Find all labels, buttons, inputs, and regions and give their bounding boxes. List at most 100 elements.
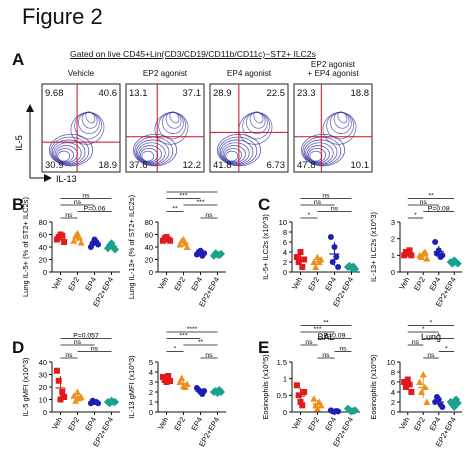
data-point (401, 252, 408, 259)
y-tick-label: 4 (149, 368, 153, 377)
data-point (176, 241, 184, 248)
flow-quadrant-value: 6.73 (267, 160, 286, 171)
panel-d-letter: D (12, 338, 25, 357)
significance-label: ns (74, 199, 82, 206)
significance-label: P=0.057 (73, 332, 99, 339)
flow-contour (309, 150, 323, 162)
x-tick-label: EP4 (189, 276, 204, 293)
x-tick-label: EP4 (428, 276, 443, 293)
significance-label: * (445, 345, 448, 352)
y-tick-label: 0 (283, 268, 287, 277)
flow-contour (219, 139, 254, 165)
data-point (217, 249, 226, 258)
data-point (408, 252, 415, 259)
data-point (295, 259, 302, 265)
flow-plot-title-line: EP2 agonist (142, 69, 188, 78)
data-point (417, 253, 425, 260)
y-axis-label: IL-5 gMFI (x10^3) (21, 357, 30, 416)
data-point (317, 256, 325, 263)
chart-title: BAL (317, 332, 334, 342)
flow-quadrant-value: 47.8 (297, 160, 316, 171)
data-point (57, 396, 64, 403)
flow-contour (218, 136, 258, 166)
data-point (417, 388, 425, 395)
flow-plot-title-line: Vehicle (67, 69, 95, 78)
significance-label: * (437, 332, 440, 339)
x-tick-label: EP2 (412, 416, 427, 433)
flow-plot-title: EP4 agonist (204, 69, 294, 78)
y-tick-label: 20 (39, 383, 47, 392)
x-tick-label: EP2 (412, 276, 427, 293)
y-tick-label: 60 (39, 230, 47, 239)
significance-label: ns (82, 192, 90, 199)
y-tick-label: 10 (279, 218, 287, 227)
y-tick-label: 0 (43, 268, 47, 277)
flow-contour (141, 150, 155, 162)
y-tick-label: 1.5 (277, 358, 287, 367)
significance-label: **** (187, 190, 198, 193)
data-point (183, 243, 191, 250)
data-point (299, 264, 306, 270)
data-point (351, 265, 360, 273)
dot-plot-chart: 0 0.5 1 1.5 Eosinophils (x10^5) BAL Veh EP2 EP4 E… (261, 319, 360, 448)
significance-label: * (174, 345, 177, 352)
flow-quadrant-value: 30.9 (45, 160, 64, 171)
y-tick-label: 0.5 (277, 391, 287, 400)
panel-b-letter: B (12, 195, 25, 214)
data-point (95, 400, 102, 407)
flow-plot-title-line: EP2 agonist (310, 60, 356, 69)
y-axis-label: IL-13 gMFI (x10^3) (127, 355, 136, 419)
flow-quadrant-value: 18.9 (99, 160, 118, 171)
flow-plot-title: Vehicle (36, 69, 126, 78)
y-tick-label: 4 (391, 388, 395, 397)
data-point (55, 377, 62, 384)
flow-quadrant-value: 28.9 (213, 88, 232, 99)
data-point (453, 399, 462, 407)
data-point (408, 389, 415, 395)
significance-label: ns (322, 192, 330, 199)
y-tick-label: 40 (39, 243, 47, 252)
flow-contour (50, 136, 90, 166)
data-point (423, 255, 431, 262)
data-point (74, 229, 81, 237)
data-point (453, 259, 462, 268)
significance-label: ** (323, 319, 329, 326)
y-tick-label: 2 (391, 398, 395, 407)
y-axis-label: IL-13+ ILC2s (x10^3) (369, 211, 378, 282)
flow-contour (224, 147, 243, 163)
y-tick-label: 8 (283, 228, 287, 237)
y-tick-label: 6 (283, 238, 287, 247)
significance-label: ns (331, 205, 339, 212)
flow-contour (225, 150, 239, 162)
y-tick-label: 2 (283, 258, 287, 267)
significance-label: ns (427, 352, 435, 359)
data-point (416, 378, 424, 385)
data-point (301, 256, 308, 263)
flow-plot-title-line: + EP4 agonist (307, 69, 359, 78)
dot-plot-chart: 0 20 40 60 80 Lung IL-5+ (% of ST2+ ILC2s) Veh… (21, 192, 120, 308)
data-point (329, 259, 336, 265)
flow-x-axis-label: IL-13 (56, 174, 77, 184)
y-tick-label: 3 (149, 378, 153, 387)
flow-contour (308, 147, 327, 163)
data-point (333, 254, 340, 260)
flow-contour (51, 139, 86, 165)
data-point (327, 234, 334, 240)
data-point (295, 392, 302, 399)
significance-label: * (414, 212, 417, 219)
data-point (59, 232, 66, 239)
flow-contour (222, 145, 246, 164)
data-point (95, 241, 102, 248)
significance-label: *** (180, 332, 188, 339)
data-point (70, 237, 78, 244)
significance-label: ns (420, 199, 428, 206)
flow-quadrant-value: 12.2 (183, 160, 202, 171)
data-point (293, 254, 300, 260)
y-axis-label: IL-5+ ILC2s (x10^3) (261, 214, 270, 280)
data-point (167, 237, 174, 244)
significance-label: *** (197, 199, 205, 206)
x-tick-label: EP4 (189, 416, 204, 433)
significance-label: * (422, 326, 425, 333)
